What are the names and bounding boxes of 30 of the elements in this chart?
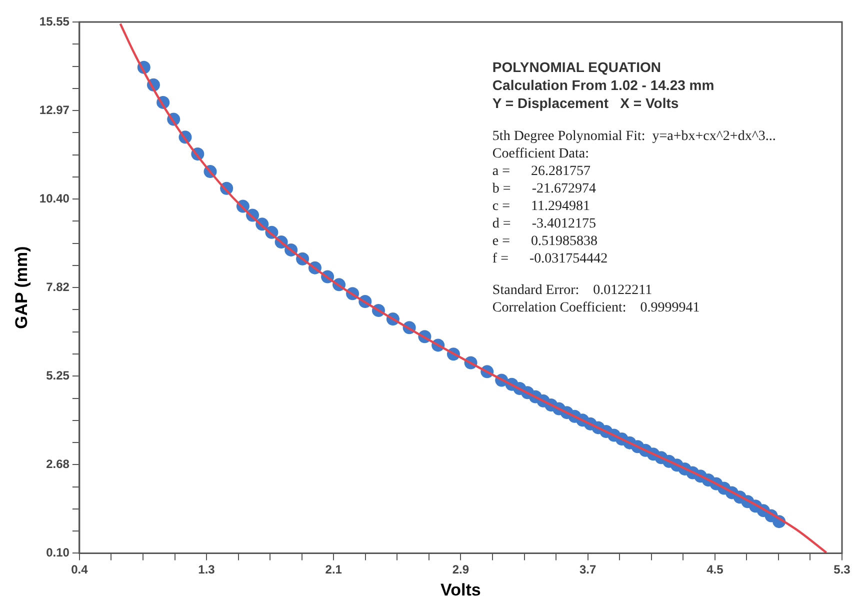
x-tick-label: 2.9: [452, 562, 470, 577]
x-tick-label: 3.7: [579, 562, 596, 577]
y-tick-label: 15.55: [39, 14, 70, 28]
x-tick-label: 0.4: [71, 562, 88, 577]
y-axis-title: GAP (mm): [12, 246, 31, 330]
y-tick-label: 5.25: [46, 368, 70, 382]
y-tick-label: 12.97: [39, 102, 70, 117]
line-series: [119, 22, 828, 554]
annotation: Y = Displacement X = Volts: [492, 95, 679, 111]
annotation: c = 11.294981: [492, 199, 590, 214]
annotation: f = -0.031754442: [492, 252, 608, 266]
y-tick-label: 7.82: [46, 280, 70, 294]
x-tick-label: 2.1: [325, 562, 342, 577]
y-tick-label: 2.68: [46, 456, 70, 471]
annotation: Standard Error: 0.0122211: [492, 283, 652, 298]
annotation: b = -21.672974: [492, 182, 596, 196]
annotation: POLYNOMIAL EQUATION: [492, 59, 661, 75]
x-tick-label: 5.3: [834, 562, 851, 577]
annotation: Correlation Coefficient: 0.9999941: [492, 300, 700, 316]
annotation: e = 0.51985838: [492, 234, 598, 249]
annotation: a = 26.281757: [492, 164, 591, 179]
x-tick-label: 1.3: [198, 562, 216, 577]
annotation: 5th Degree Polynomial Fit: y=a+bx+cx^2+dx^3...: [492, 129, 776, 144]
annotation: Calculation From 1.02 - 14.23 mm: [492, 77, 714, 93]
annotation: Coefficient Data:: [492, 146, 589, 162]
x-tick-label: 4.5: [706, 562, 724, 577]
y-tick-label: 0.10: [46, 546, 70, 560]
x-axis-title: Volts: [440, 580, 481, 600]
y-tick-label: 10.40: [39, 191, 70, 206]
annotation: d = -3.4012175: [492, 216, 596, 232]
